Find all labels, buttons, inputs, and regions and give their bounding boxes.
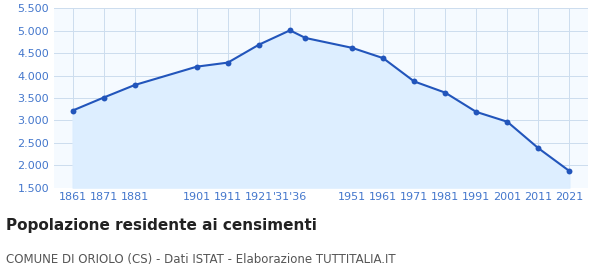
Text: COMUNE DI ORIOLO (CS) - Dati ISTAT - Elaborazione TUTTITALIA.IT: COMUNE DI ORIOLO (CS) - Dati ISTAT - Ela…: [6, 253, 395, 266]
Point: [192, 64, 202, 69]
Point: [223, 60, 233, 65]
Point: [285, 28, 295, 32]
Point: [502, 120, 512, 124]
Point: [301, 36, 310, 40]
Point: [130, 83, 140, 87]
Point: [472, 110, 481, 114]
Point: [565, 169, 574, 173]
Point: [533, 146, 543, 150]
Text: Popolazione residente ai censimenti: Popolazione residente ai censimenti: [6, 218, 317, 233]
Point: [254, 43, 264, 47]
Point: [99, 95, 109, 100]
Point: [378, 56, 388, 60]
Point: [409, 79, 419, 84]
Point: [440, 90, 450, 95]
Point: [68, 108, 77, 113]
Point: [347, 46, 357, 50]
